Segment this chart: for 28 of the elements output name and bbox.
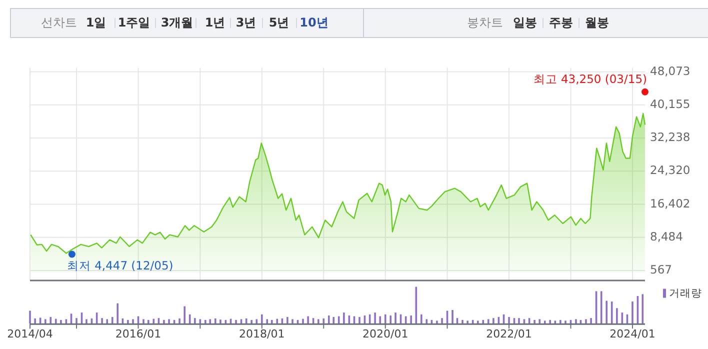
annotation: 최고 43,250 (03/15) — [533, 72, 647, 86]
text: 선차트 — [41, 15, 77, 30]
legend-label: 거래량 — [669, 288, 702, 300]
x-tick-label: 2020/01 — [362, 328, 408, 341]
y-tick-label: 24,320 — [650, 163, 690, 178]
text: 봉차트 — [467, 15, 503, 30]
y-tick-label: 32,238 — [650, 130, 690, 144]
x-tick-label: 2022/01 — [486, 328, 532, 341]
y-tick-label: 40,155 — [650, 96, 690, 111]
y-tick-label: 16,402 — [650, 196, 690, 210]
y-tick-label: 48,073 — [650, 64, 690, 78]
x-tick-label: 2018/01 — [239, 328, 285, 341]
annotation: 최저 4,447 (12/05) — [66, 258, 174, 272]
text: 일봉 — [513, 15, 537, 30]
y-tick-label: 8,484 — [650, 230, 683, 244]
x-tick-label: 2016/01 — [115, 328, 162, 341]
text: 1년 — [204, 15, 226, 30]
text: 3년 — [236, 15, 256, 30]
text: 3개월 — [160, 15, 194, 30]
text: 주봉 — [549, 15, 573, 30]
text: 1일 — [86, 15, 106, 30]
x-tick-label: 2014/04 — [7, 328, 53, 341]
text: 1주일 — [118, 15, 150, 30]
text: 5년 — [268, 15, 290, 30]
x-tick-label: 2024/01 — [610, 328, 656, 341]
text: 10년 — [300, 15, 328, 30]
y-tick-label: 567 — [650, 262, 672, 277]
text: 월봉 — [585, 15, 609, 30]
